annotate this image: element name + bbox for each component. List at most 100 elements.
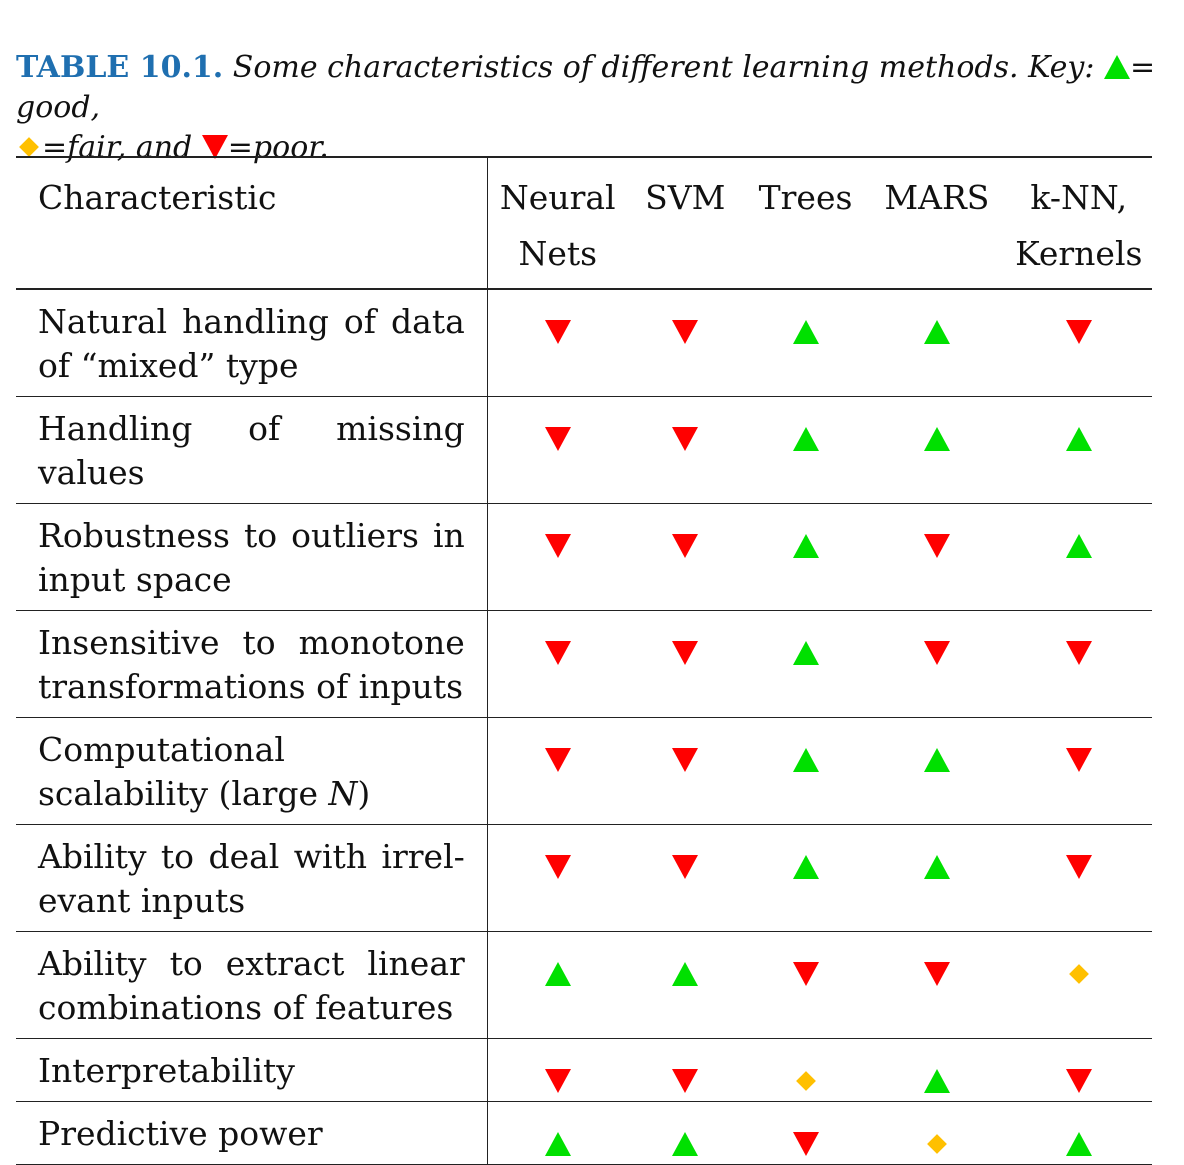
rating-cell-knn-kernels [1006,397,1152,504]
rating-cell-neural-nets [487,718,627,825]
poor-triangle-icon [792,1132,819,1156]
header-knn-line2: Kernels [1015,234,1143,273]
header-trees: Trees [743,157,868,289]
caption-text: Some characteristics of different learni… [232,50,1095,85]
good-triangle-icon [792,534,819,558]
poor-triangle-icon [672,534,699,558]
poor-triangle-icon [1065,641,1092,665]
rating-cell-trees [743,932,868,1039]
rating-cell-mars [868,718,1005,825]
rating-cell-mars [868,932,1005,1039]
fair-diamond-icon [795,1071,816,1091]
good-triangle-icon [792,855,819,879]
table-row: Natural handling of data of “mixed” type [16,289,1152,397]
rating-cell-neural-nets [487,397,627,504]
header-characteristic: Characteristic [16,157,488,289]
poor-triangle-icon [923,534,950,558]
table-row: Interpretability [16,1038,1152,1102]
rating-cell-trees [743,397,868,504]
rating-cell-mars [868,1039,1005,1102]
poor-triangle-icon [923,962,950,986]
rating-cell-neural-nets [487,1102,627,1165]
rating-cell-trees [743,289,868,397]
good-triangle-icon [544,1132,571,1156]
row-characteristic-label: Insensitive to monotone transformations … [16,610,488,718]
rating-cell-knn-kernels [1006,611,1152,718]
good-triangle-icon [1104,55,1131,79]
good-triangle-icon [792,641,819,665]
header-neural-line2: Nets [518,234,598,273]
caption-good-text: = good, [16,50,1156,125]
fair-diamond-icon [1068,964,1089,984]
header-trees-label: Trees [758,178,853,217]
table-caption: TABLE 10.1. Some characteristics of diff… [16,48,1166,168]
poor-triangle-icon [201,135,228,159]
header-svm-label: SVM [645,178,726,217]
row-characteristic-label: Computational scalability (large N) [16,717,488,825]
poor-triangle-icon [672,427,699,451]
rating-cell-mars [868,397,1005,504]
good-triangle-icon [923,1069,950,1093]
good-triangle-icon [792,320,819,344]
rating-cell-mars [868,825,1005,932]
header-mars: MARS [868,157,1005,289]
poor-triangle-icon [672,1069,699,1093]
rating-cell-trees [743,611,868,718]
rating-cell-svm [628,289,743,397]
rating-cell-neural-nets [487,825,627,932]
rating-cell-svm [628,718,743,825]
rating-cell-svm [628,1102,743,1165]
rating-cell-knn-kernels [1006,1102,1152,1165]
table-header-row: Characteristic Neural Nets SVM Trees MAR… [16,157,1152,289]
good-triangle-icon [672,1132,699,1156]
table-row: Ability to deal with irrel-evant inputs [16,824,1152,932]
rating-cell-trees [743,1102,868,1165]
row-characteristic-label: Predictive power [16,1101,488,1165]
good-triangle-icon [544,962,571,986]
good-triangle-icon [672,962,699,986]
header-neural-nets: Neural Nets [487,157,627,289]
good-triangle-icon [792,427,819,451]
caption-label: TABLE 10.1. [16,50,224,85]
table-row: Predictive power [16,1101,1152,1165]
poor-triangle-icon [544,427,571,451]
poor-triangle-icon [544,1069,571,1093]
row-characteristic-label: Robustness to outliers in input space [16,503,488,611]
rating-cell-knn-kernels [1006,718,1152,825]
row-characteristic-label: Ability to deal with irrel-evant inputs [16,824,488,932]
rating-cell-mars [868,289,1005,397]
rating-cell-neural-nets [487,504,627,611]
good-triangle-icon [923,427,950,451]
row-characteristic-label: Natural handling of data of “mixed” type [16,289,488,397]
row-label-variable: N [328,774,358,813]
row-label-suffix: ) [357,774,371,813]
rating-cell-mars [868,611,1005,718]
row-characteristic-label: Ability to extract linear combinations o… [16,931,488,1039]
rating-cell-knn-kernels [1006,932,1152,1039]
poor-triangle-icon [1065,320,1092,344]
rating-cell-knn-kernels [1006,289,1152,397]
fair-diamond-icon [926,1134,947,1154]
rating-cell-knn-kernels [1006,825,1152,932]
poor-triangle-icon [1065,1069,1092,1093]
header-knn-line1: k-NN, [1030,178,1128,217]
row-label-prefix: Computational scalability (large [38,730,329,813]
rating-cell-knn-kernels [1006,504,1152,611]
good-triangle-icon [923,320,950,344]
poor-triangle-icon [923,641,950,665]
poor-triangle-icon [672,641,699,665]
header-knn-kernels: k-NN, Kernels [1006,157,1152,289]
poor-triangle-icon [544,320,571,344]
rating-cell-svm [628,611,743,718]
header-svm: SVM [628,157,743,289]
good-triangle-icon [1065,534,1092,558]
rating-cell-svm [628,504,743,611]
poor-triangle-icon [792,962,819,986]
table-row: Handling of missing values [16,396,1152,504]
table-row: Robustness to outliers in input space [16,503,1152,611]
rating-cell-mars [868,1102,1005,1165]
header-mars-label: MARS [884,178,990,217]
rating-cell-neural-nets [487,932,627,1039]
poor-triangle-icon [544,748,571,772]
rating-cell-svm [628,825,743,932]
